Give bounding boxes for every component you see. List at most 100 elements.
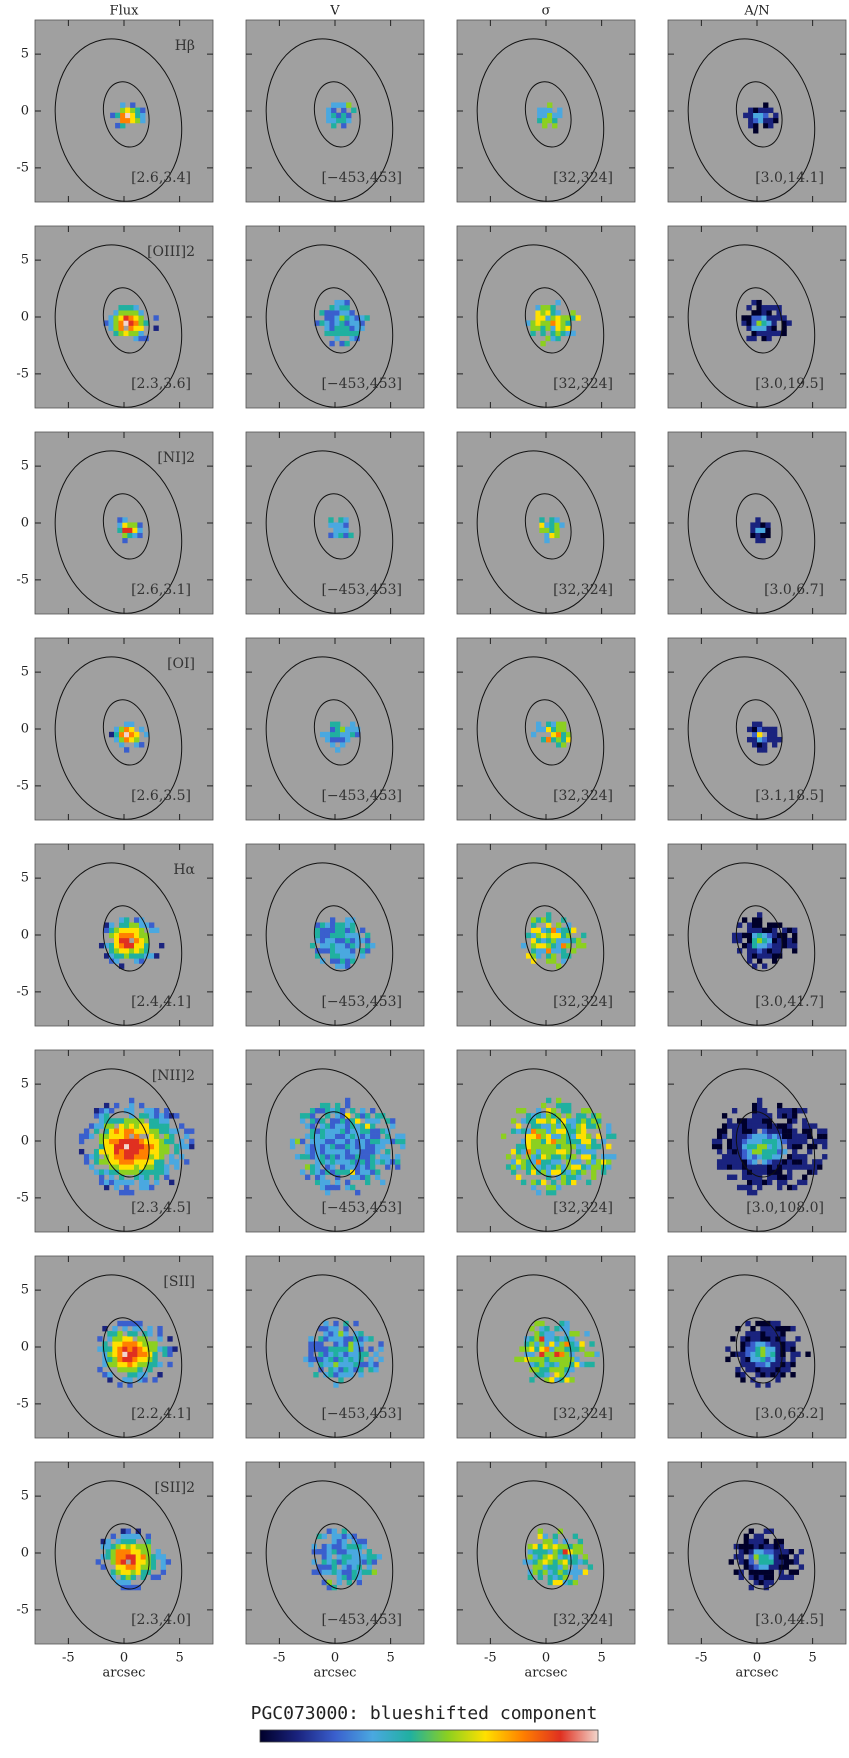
map-pixel: [547, 117, 553, 124]
map-pixel: [319, 942, 326, 949]
map-pixel: [340, 953, 346, 959]
map-pixel: [93, 1123, 100, 1129]
map-pixel: [557, 1559, 563, 1565]
map-pixel: [124, 747, 130, 753]
map-pixel: [142, 1336, 148, 1342]
map-pixel: [117, 1320, 123, 1327]
map-pixel: [319, 1133, 326, 1140]
range-label: [−453,453]: [321, 170, 402, 186]
map-pixel: [323, 1331, 329, 1337]
map-pixel: [164, 1123, 170, 1129]
map-pixel: [574, 1331, 580, 1337]
map-pixel: [525, 1138, 532, 1145]
map-pixel: [343, 527, 349, 533]
map-pixel: [324, 1169, 331, 1175]
map-pixel: [108, 932, 115, 939]
map-pixel: [334, 320, 340, 326]
map-pixel: [338, 1356, 344, 1363]
map-pixel: [736, 1164, 743, 1170]
map-pixel: [314, 953, 321, 959]
map-pixel: [561, 1138, 567, 1145]
map-pixel: [355, 1143, 361, 1150]
map-pixel: [348, 1356, 354, 1363]
line-label: Hβ: [175, 38, 195, 54]
map-pixel: [129, 1102, 135, 1109]
map-pixel: [350, 1133, 356, 1140]
map-pixel: [515, 1164, 522, 1170]
map-pixel: [329, 726, 336, 733]
map-pixel: [132, 1351, 138, 1357]
map-pixel: [118, 1174, 125, 1180]
map-pixel: [154, 1133, 160, 1140]
map-pixel: [351, 1564, 357, 1570]
range-label: [32,324]: [553, 788, 613, 804]
map-pixel: [530, 1169, 537, 1175]
map-pixel: [329, 1169, 336, 1175]
map-pixel: [716, 1128, 723, 1134]
map-pixel: [118, 932, 125, 939]
map-pixel: [98, 1179, 105, 1186]
map-pixel: [137, 1361, 143, 1368]
map-pixel: [314, 1174, 321, 1180]
map-pixel: [596, 1143, 602, 1150]
map-pixel: [546, 1133, 552, 1140]
map-pixel: [773, 117, 779, 124]
map-pixel: [757, 958, 763, 964]
map-pixel: [542, 122, 548, 129]
map-pixel: [160, 1564, 167, 1570]
map-pixel: [545, 305, 551, 311]
column-title: A/N: [743, 4, 769, 19]
map-pixel: [745, 1320, 751, 1327]
map-pixel: [731, 1159, 738, 1165]
map-pixel: [552, 122, 558, 129]
map-pixel: [746, 1143, 753, 1150]
map-pixel: [726, 1159, 733, 1165]
map-pixel: [540, 917, 547, 923]
map-pixel: [350, 1143, 356, 1150]
map-pixel: [767, 726, 773, 733]
map-pixel: [566, 1108, 572, 1114]
map-pixel: [554, 1341, 560, 1347]
map-pixel: [751, 1169, 758, 1175]
panel: Hα[2.4,4.1]: [34, 843, 214, 1027]
map-pixel: [767, 731, 773, 738]
map-pixel: [321, 1543, 327, 1550]
map-pixel: [527, 1574, 533, 1581]
map-pixel: [565, 320, 571, 326]
map-pixel: [542, 112, 548, 119]
map-pixel: [783, 1549, 790, 1555]
map-pixel: [556, 922, 562, 928]
map-pixel: [115, 1549, 121, 1555]
map-pixel: [757, 726, 763, 733]
map-pixel: [122, 1356, 128, 1363]
map-pixel: [571, 1164, 577, 1170]
map-pixel: [537, 1559, 543, 1565]
map-pixel: [124, 948, 130, 954]
map-pixel: [375, 1143, 381, 1150]
map-pixel: [606, 1164, 612, 1170]
map-pixel: [304, 1154, 311, 1160]
map-pixel: [309, 1138, 316, 1145]
map-pixel: [343, 1351, 349, 1357]
map-pixel: [540, 305, 546, 311]
map-pixel: [335, 958, 341, 964]
map-pixel: [344, 315, 350, 321]
map-pixel: [782, 1128, 788, 1134]
map-pixel: [329, 1133, 336, 1140]
map-pixel: [143, 335, 149, 342]
map-pixel: [341, 122, 347, 129]
map-pixel: [579, 1361, 585, 1368]
map-pixel: [321, 1549, 327, 1555]
map-pixel: [149, 1128, 155, 1134]
map-pixel: [761, 305, 767, 311]
map-pixel: [807, 1128, 813, 1134]
map-pixel: [400, 1143, 406, 1150]
map-pixel: [551, 1128, 557, 1134]
map-pixel: [134, 1159, 140, 1165]
map-pixel: [771, 325, 777, 331]
map-pixel: [395, 1154, 401, 1160]
map-pixel: [150, 1574, 157, 1581]
map-pixel: [797, 1138, 803, 1145]
map-pixel: [294, 1138, 301, 1145]
map-pixel: [549, 527, 555, 533]
